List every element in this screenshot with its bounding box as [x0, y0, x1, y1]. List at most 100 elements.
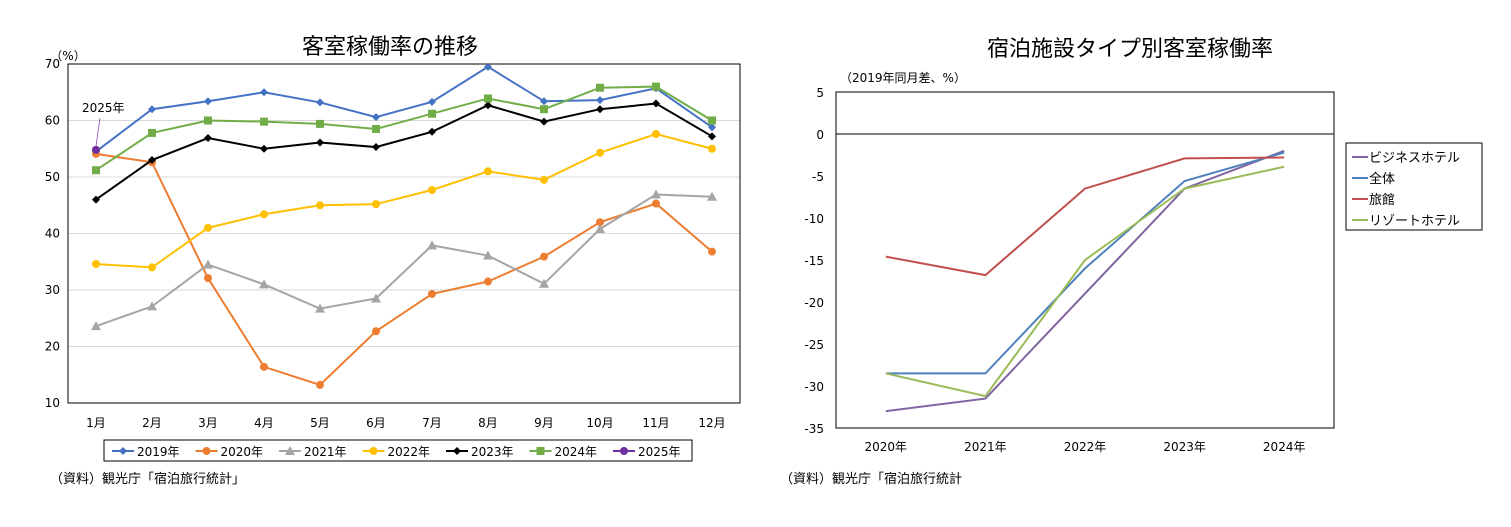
series-line-2022年 — [95, 133, 713, 269]
x-tick-label: 2月 — [142, 416, 162, 430]
data-point — [539, 278, 549, 288]
series-line-2019年 — [95, 65, 713, 153]
legend-label: 2023年 — [471, 445, 514, 459]
legend-marker — [620, 447, 628, 455]
legend-label: 旅館 — [1369, 193, 1395, 208]
data-point — [316, 98, 324, 107]
series-line-ビジネスホテル — [885, 149, 1285, 413]
legend-marker — [285, 446, 295, 455]
legend-label: 2025年 — [638, 445, 681, 459]
y-tick-label: -15 — [804, 254, 824, 268]
legend-marker — [119, 447, 127, 455]
data-point — [315, 303, 325, 313]
data-point — [148, 105, 156, 114]
legend-label: ビジネスホテル — [1369, 151, 1460, 166]
data-point — [427, 240, 437, 250]
data-point — [259, 279, 269, 289]
data-point — [540, 105, 548, 114]
data-point — [148, 156, 156, 165]
y-axis-unit: （%） — [50, 49, 85, 63]
y-tick-label: 10 — [45, 396, 60, 410]
data-point — [651, 189, 661, 199]
data-point — [652, 82, 660, 91]
x-tick-label: 3月 — [198, 416, 218, 430]
series-line-2020年 — [95, 152, 713, 387]
data-point — [260, 88, 268, 97]
data-point — [596, 105, 604, 114]
legend-box — [1345, 142, 1483, 231]
data-point — [484, 277, 492, 286]
x-tick-label: 12月 — [698, 416, 725, 430]
data-point — [652, 130, 660, 139]
data-point — [428, 185, 436, 194]
data-point — [372, 327, 380, 336]
y-axis-unit: （2019年同月差、%） — [840, 71, 966, 85]
data-point — [203, 259, 213, 269]
data-point — [316, 119, 324, 128]
series-line-全体 — [885, 151, 1285, 375]
data-point — [540, 97, 548, 106]
x-tick-label: 11月 — [642, 416, 669, 430]
y-tick-label: -35 — [804, 422, 824, 436]
annotation-leader — [95, 117, 101, 146]
series-line-2024年 — [95, 85, 713, 172]
x-tick-label: 2021年 — [964, 440, 1007, 454]
legend-label: 全体 — [1369, 171, 1395, 187]
data-point — [708, 144, 716, 153]
data-point — [595, 223, 605, 233]
data-point — [596, 148, 604, 157]
data-point — [372, 200, 380, 209]
x-tick-label: 6月 — [366, 416, 386, 430]
data-point — [708, 247, 716, 256]
data-point — [652, 199, 660, 208]
data-point — [92, 260, 100, 269]
y-tick-label: 30 — [45, 283, 60, 297]
x-tick-label: 5月 — [310, 416, 330, 430]
data-point — [260, 210, 268, 219]
annotation-label: 2025年 — [82, 101, 125, 115]
data-point — [260, 144, 268, 153]
data-point — [484, 167, 492, 176]
x-tick-label: 9月 — [534, 416, 554, 430]
x-tick-label: 2022年 — [1064, 440, 1107, 454]
legend-label: 2020年 — [221, 445, 264, 459]
y-tick-label: 40 — [45, 227, 60, 241]
data-point — [428, 289, 436, 298]
data-point — [204, 134, 212, 143]
data-point — [428, 127, 436, 136]
data-point — [372, 143, 380, 152]
data-point — [316, 138, 324, 147]
x-tick-label: 2023年 — [1163, 440, 1206, 454]
legend-label: 2024年 — [555, 445, 598, 459]
data-point — [708, 116, 716, 125]
legend-label: 2021年 — [304, 445, 347, 459]
data-point — [372, 124, 380, 133]
y-tick-label: -30 — [804, 380, 824, 394]
data-point — [91, 321, 101, 331]
x-tick-label: 10月 — [586, 416, 613, 430]
y-tick-label: 0 — [816, 128, 824, 142]
data-point — [260, 362, 268, 371]
source-note: （資料）観光庁「宿泊旅行統計」 — [50, 471, 245, 487]
y-tick-label: 5 — [816, 86, 824, 100]
legend-box — [103, 439, 693, 462]
x-tick-label: 7月 — [422, 416, 442, 430]
y-tick-label: 20 — [45, 340, 60, 354]
legend-marker — [536, 447, 545, 455]
plot-area — [67, 63, 741, 404]
data-point — [707, 191, 717, 201]
y-tick-label: 70 — [45, 57, 60, 71]
y-tick-label: 60 — [45, 114, 60, 128]
series-line-リゾートホテル — [885, 165, 1285, 398]
y-tick-label: 50 — [45, 170, 60, 184]
plot-area — [835, 91, 1335, 429]
x-tick-label: 4月 — [254, 416, 274, 430]
y-tick-label: -10 — [804, 212, 824, 226]
series-line-2021年 — [95, 193, 713, 328]
data-point — [484, 94, 492, 103]
x-tick-label: 1月 — [86, 416, 106, 430]
legend-label: 2022年 — [388, 445, 431, 459]
data-point — [708, 132, 716, 141]
x-tick-label: 8月 — [478, 416, 498, 430]
